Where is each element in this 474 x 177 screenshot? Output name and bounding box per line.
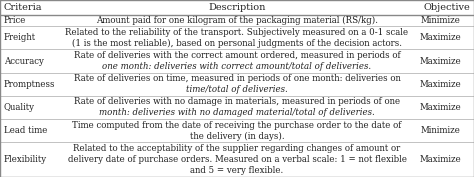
Text: Rate of deliveries on time, measured in periods of one month: deliveries on: Rate of deliveries on time, measured in … xyxy=(73,74,401,83)
Text: Freight: Freight xyxy=(4,33,36,42)
Text: Rate of deliveries with no damage in materials, measured in periods of one: Rate of deliveries with no damage in mat… xyxy=(74,97,400,106)
Text: Price: Price xyxy=(4,16,26,25)
Text: time/total of deliveries.: time/total of deliveries. xyxy=(186,85,288,94)
Text: Time computed from the date of receiving the purchase order to the date of: Time computed from the date of receiving… xyxy=(73,121,401,130)
Text: Accuracy: Accuracy xyxy=(4,57,44,65)
Text: one month: deliveries with correct amount/total of deliveries.: one month: deliveries with correct amoun… xyxy=(102,62,372,71)
Text: Lead time: Lead time xyxy=(4,126,47,135)
Text: month: deliveries with no damaged material/total of deliveries.: month: deliveries with no damaged materi… xyxy=(99,109,375,118)
Text: Description: Description xyxy=(208,3,266,12)
Text: Related to the acceptability of the supplier regarding changes of amount or: Related to the acceptability of the supp… xyxy=(73,144,401,153)
Text: Maximize: Maximize xyxy=(420,155,462,164)
Text: Flexibility: Flexibility xyxy=(4,155,47,164)
Text: and 5 = very flexible.: and 5 = very flexible. xyxy=(191,166,283,175)
Text: Maximize: Maximize xyxy=(420,103,462,112)
Text: Maximize: Maximize xyxy=(420,57,462,65)
Text: Minimize: Minimize xyxy=(421,16,461,25)
Text: Promptness: Promptness xyxy=(4,80,55,89)
Text: Objective: Objective xyxy=(423,3,470,12)
Text: Rate of deliveries with the correct amount ordered, measured in periods of: Rate of deliveries with the correct amou… xyxy=(73,51,401,60)
Text: Criteria: Criteria xyxy=(4,3,42,12)
Text: (1 is the most reliable), based on personal judgments of the decision actors.: (1 is the most reliable), based on perso… xyxy=(72,39,402,48)
Text: Minimize: Minimize xyxy=(421,126,461,135)
Text: the delivery (in days).: the delivery (in days). xyxy=(190,132,284,141)
Text: Maximize: Maximize xyxy=(420,80,462,89)
Text: Quality: Quality xyxy=(4,103,35,112)
Text: Maximize: Maximize xyxy=(420,33,462,42)
Text: Amount paid for one kilogram of the packaging material (RS/kg).: Amount paid for one kilogram of the pack… xyxy=(96,16,378,25)
Text: Related to the reliability of the transport. Subjectively measured on a 0-1 scal: Related to the reliability of the transp… xyxy=(65,28,409,37)
Text: delivery date of purchase orders. Measured on a verbal scale: 1 = not flexible: delivery date of purchase orders. Measur… xyxy=(67,155,407,164)
